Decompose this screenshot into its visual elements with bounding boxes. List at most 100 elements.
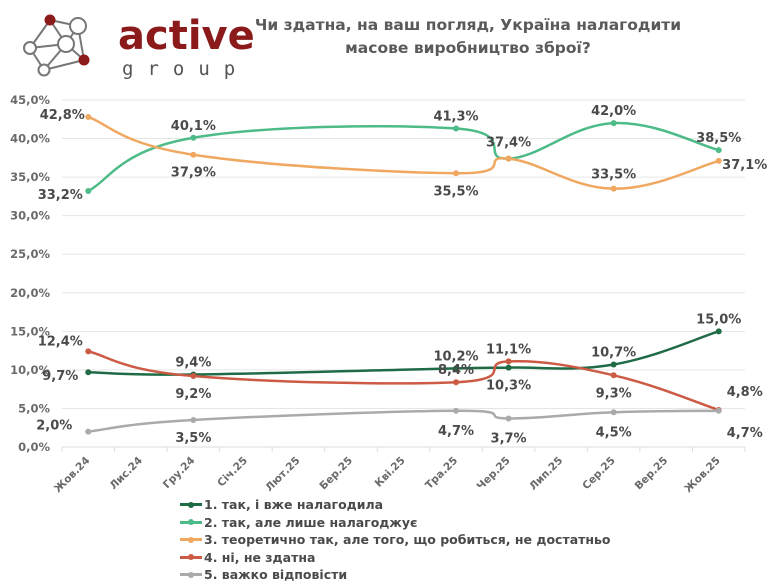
data-point — [85, 187, 92, 194]
x-tick-label: Чер.25 — [475, 455, 513, 493]
data-label: 33,5% — [591, 168, 636, 183]
y-axis: 0,0% 5,0% 10,0% 15,0% 20,0% 25,0% 30,0% 35,0% 40… — [10, 93, 50, 454]
y-tick-label: 40,0% — [10, 132, 50, 146]
legend-swatch — [180, 554, 202, 561]
data-label: 37,9% — [171, 166, 216, 181]
data-point — [610, 185, 617, 192]
y-tick-label: 15,0% — [10, 324, 50, 338]
data-label: 4,7% — [438, 424, 474, 439]
data-label: 9,7% — [42, 369, 78, 384]
data-point — [505, 358, 512, 365]
y-tick-label: 10,0% — [10, 363, 50, 377]
legend-swatch — [180, 536, 202, 543]
legend-swatch — [180, 519, 202, 526]
data-point — [453, 379, 460, 386]
x-tick-label: Вер.25 — [633, 455, 671, 493]
data-label: 3,5% — [175, 431, 211, 446]
data-label: 8,4% — [438, 363, 474, 378]
data-label: 35,5% — [433, 184, 478, 199]
x-tick-label: Жов.25 — [682, 455, 723, 496]
y-tick-label: 25,0% — [10, 247, 50, 261]
data-label: 4,8% — [727, 385, 763, 400]
data-label: 10,3% — [486, 379, 531, 394]
logo-network-icon — [23, 14, 90, 77]
data-label: 11,1% — [486, 342, 531, 357]
data-point — [85, 348, 92, 355]
y-tick-label: 0,0% — [18, 440, 50, 454]
data-label: 9,3% — [596, 386, 632, 401]
data-label: 3,7% — [491, 431, 527, 446]
logo-subtitle: group — [122, 58, 250, 80]
logo: active group — [14, 10, 255, 82]
chart-title-line-1: Чи здатна, на ваш погляд, Україна налаго… — [254, 16, 682, 34]
legend-item: 3. теоретично так, але того, що робиться… — [180, 531, 611, 549]
legend-label: 1. так, і вже налагодила — [204, 497, 384, 513]
data-point — [610, 120, 617, 127]
x-tick-label: Січ.25 — [215, 455, 250, 490]
data-point — [610, 361, 617, 368]
data-label: 10,7% — [591, 345, 636, 360]
y-tick-label: 20,0% — [10, 286, 50, 300]
x-tick-label: Гру.24 — [161, 455, 198, 492]
chart-title-line-2: масове виробництво зброї? — [345, 39, 591, 57]
data-point — [715, 147, 722, 154]
x-tick-label: Бер.25 — [317, 455, 355, 493]
data-label: 41,3% — [433, 110, 478, 125]
data-label: 38,5% — [696, 131, 741, 146]
legend-label: 5. важко відповісти — [204, 567, 348, 583]
data-label: 37,1% — [722, 158, 767, 173]
legend-item: 5. важко відповісти — [180, 566, 611, 584]
legend-item: 4. ні, не здатна — [180, 549, 611, 567]
legend-label: 2. так, але лише налагоджує — [204, 514, 418, 530]
data-point — [85, 369, 92, 376]
x-tick-label: Лип.25 — [527, 455, 565, 493]
y-tick-label: 35,0% — [10, 170, 50, 184]
legend: 1. так, і вже налагодила 2. так, але лише… — [180, 496, 611, 584]
x-tick-label: Жов.24 — [52, 455, 93, 496]
x-tick-label: Лют.25 — [263, 455, 302, 494]
data-point — [453, 365, 460, 372]
data-label: 33,2% — [38, 188, 83, 203]
data-point — [610, 372, 617, 379]
data-point — [85, 113, 92, 120]
data-label: 9,2% — [175, 387, 211, 402]
data-label: 40,1% — [171, 119, 216, 134]
data-label: 42,8% — [40, 108, 85, 123]
data-label: 9,4% — [175, 356, 211, 371]
legend-label: 4. ні, не здатна — [204, 549, 316, 565]
logo-wordmark: active — [118, 13, 255, 59]
y-tick-label: 45,0% — [10, 93, 50, 107]
legend-label: 3. теоретично так, але того, що робиться… — [204, 532, 611, 548]
x-tick-label: Тра.25 — [423, 455, 460, 492]
data-point — [190, 373, 197, 380]
data-label: 37,4% — [486, 136, 531, 151]
data-label: 2,0% — [36, 419, 72, 434]
y-tick-label: 5,0% — [18, 401, 50, 415]
x-tick-label: Кві.25 — [373, 455, 408, 490]
legend-swatch — [180, 571, 202, 578]
x-tick-label: Лис.24 — [108, 455, 145, 492]
data-point — [505, 415, 512, 422]
data-point — [453, 407, 460, 414]
series-lines — [85, 113, 722, 435]
legend-swatch — [180, 501, 202, 508]
data-label: 4,7% — [727, 426, 763, 441]
data-label: 42,0% — [591, 104, 636, 119]
data-point — [505, 155, 512, 162]
data-label: 15,0% — [696, 312, 741, 327]
data-point — [505, 364, 512, 371]
data-point — [715, 407, 722, 414]
data-point — [715, 328, 722, 335]
x-tick-label: Сер.25 — [580, 455, 617, 492]
y-tick-label: 30,0% — [10, 209, 50, 223]
data-label: 4,5% — [596, 425, 632, 440]
x-axis: Жов.24 Лис.24 Гру.24 Січ.25 Лют.25 Бер.25 Кві.… — [52, 447, 746, 496]
legend-item: 1. так, і вже налагодила — [180, 496, 611, 514]
data-label: 12,4% — [38, 334, 83, 349]
data-label: 10,2% — [433, 349, 478, 364]
data-point — [190, 134, 197, 141]
chart-title: Чи здатна, на ваш погляд, Україна налаго… — [248, 14, 688, 60]
gridlines — [62, 99, 745, 448]
legend-item: 2. так, але лише налагоджує — [180, 514, 611, 532]
